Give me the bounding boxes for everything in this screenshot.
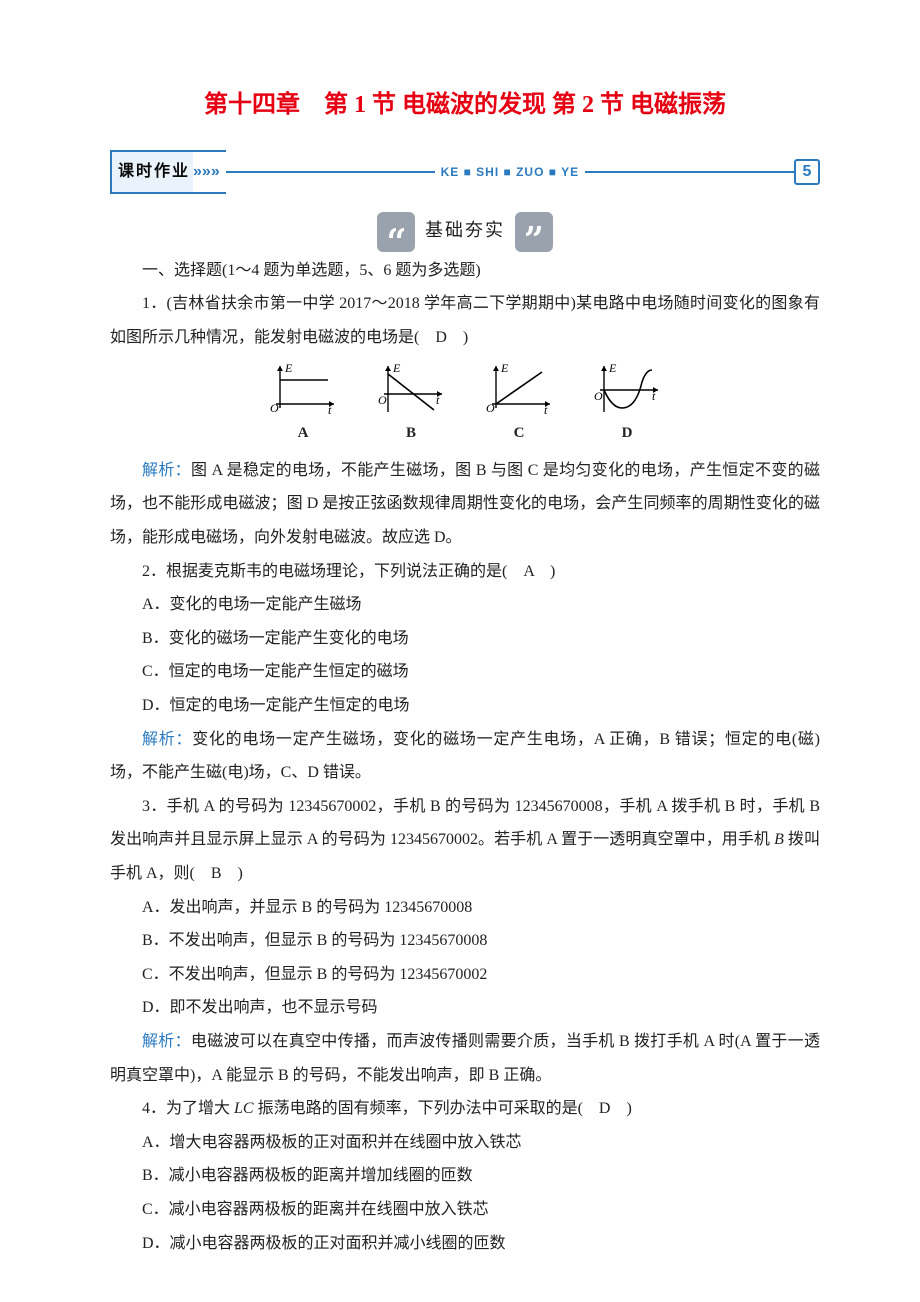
- q1-stem: 1．(吉林省扶余市第一中学 2017～2018 学年高二下学期期中)某电路中电场…: [110, 287, 820, 354]
- chart-b: E O t B: [376, 360, 446, 450]
- chart-c: E O t C: [484, 360, 554, 450]
- q4-stem-pre: 4．为了增大: [142, 1100, 234, 1117]
- banner-number: 5: [794, 159, 820, 185]
- q3-analysis-text: 电磁波可以在真空中传播，而声波传播则需要介质，当手机 B 拨打手机 A 时(A …: [110, 1033, 820, 1084]
- q2-stem: 2．根据麦克斯韦的电磁场理论，下列说法正确的是( A ): [110, 555, 820, 589]
- quote-right-icon: [515, 212, 553, 252]
- q3-stem-italic: B: [774, 831, 784, 848]
- analysis-label: 解析：: [142, 1033, 191, 1050]
- chart-b-caption: B: [376, 418, 446, 450]
- banner-line-right: [585, 171, 794, 173]
- analysis-label: 解析：: [142, 462, 191, 479]
- banner-mid-text: KE ■ SHI ■ ZUO ■ YE: [435, 160, 586, 185]
- q1-figures: E O t A E O t B: [110, 360, 820, 450]
- q4-a: A．增大电容器两极板的正对面积并在线圈中放入铁芯: [110, 1126, 820, 1160]
- q4-b: B．减小电容器两极板的距离并增加线圈的匝数: [110, 1159, 820, 1193]
- q4-c: C．减小电容器两极板的距离并在线圈中放入铁芯: [110, 1193, 820, 1227]
- svg-text:O: O: [486, 401, 495, 415]
- homework-banner: 课时作业 »»» KE ■ SHI ■ ZUO ■ YE 5: [110, 150, 820, 194]
- svg-text:E: E: [608, 361, 617, 375]
- chart-d: E O t D: [592, 360, 662, 450]
- svg-text:E: E: [392, 361, 401, 375]
- chart-a: E O t A: [268, 360, 338, 450]
- banner-line-left: [226, 171, 435, 173]
- q3-analysis: 解析：电磁波可以在真空中传播，而声波传播则需要介质，当手机 B 拨打手机 A 时…: [110, 1025, 820, 1092]
- q3-c: C．不发出响声，但显示 B 的号码为 12345670002: [110, 958, 820, 992]
- intro-line: 一、选择题(1～4 题为单选题，5、6 题为多选题): [110, 254, 820, 288]
- svg-text:O: O: [594, 389, 603, 403]
- q1-analysis-text: 图 A 是稳定的电场，不能产生磁场，图 B 与图 C 是均匀变化的电场，产生恒定…: [110, 462, 820, 546]
- quote-left-icon: [377, 212, 415, 252]
- q2-d: D．恒定的电场一定能产生恒定的电场: [110, 689, 820, 723]
- q3-a: A．发出响声，并显示 B 的号码为 12345670008: [110, 891, 820, 925]
- q4-stem-italic: LC: [234, 1100, 254, 1117]
- banner-label: 课时作业: [110, 150, 193, 194]
- svg-text:O: O: [270, 401, 279, 415]
- page: 第十四章 第 1 节 电磁波的发现 第 2 节 电磁振荡 课时作业 »»» KE…: [0, 0, 920, 1300]
- q2-c: C．恒定的电场一定能产生恒定的磁场: [110, 655, 820, 689]
- analysis-label: 解析：: [142, 731, 192, 748]
- q2-b: B．变化的磁场一定能产生变化的电场: [110, 622, 820, 656]
- q2-analysis: 解析：变化的电场一定产生磁场，变化的磁场一定产生电场，A 正确，B 错误；恒定的…: [110, 723, 820, 790]
- svg-text:E: E: [284, 361, 293, 375]
- q3-b: B．不发出响声，但显示 B 的号码为 12345670008: [110, 924, 820, 958]
- chapter-title: 第十四章 第 1 节 电磁波的发现 第 2 节 电磁振荡: [110, 80, 820, 130]
- q3-d: D．即不发出响声，也不显示号码: [110, 991, 820, 1025]
- section-label-text: 基础夯实: [423, 220, 507, 240]
- q2-a: A．变化的电场一定能产生磁场: [110, 588, 820, 622]
- q3-stem: 3．手机 A 的号码为 12345670002，手机 B 的号码为 123456…: [110, 790, 820, 891]
- svg-text:O: O: [378, 393, 387, 407]
- banner-mid: KE ■ SHI ■ ZUO ■ YE: [226, 160, 794, 185]
- q4-d: D．减小电容器两极板的正对面积并减小线圈的匝数: [110, 1227, 820, 1261]
- q4-stem: 4．为了增大 LC 振荡电路的固有频率，下列办法中可采取的是( D ): [110, 1092, 820, 1126]
- q4-stem-post: 振荡电路的固有频率，下列办法中可采取的是( D ): [254, 1100, 632, 1117]
- chart-c-caption: C: [484, 418, 554, 450]
- chart-a-caption: A: [268, 418, 338, 450]
- q3-stem-pre: 3．手机 A 的号码为 12345670002，手机 B 的号码为 123456…: [110, 798, 820, 849]
- q1-analysis: 解析：图 A 是稳定的电场，不能产生磁场，图 B 与图 C 是均匀变化的电场，产…: [110, 454, 820, 555]
- chart-d-caption: D: [592, 418, 662, 450]
- q2-analysis-text: 变化的电场一定产生磁场，变化的磁场一定产生电场，A 正确，B 错误；恒定的电(磁…: [110, 731, 820, 782]
- section-label: 基础夯实: [110, 212, 820, 252]
- svg-text:E: E: [500, 361, 509, 375]
- banner-chevron-icon: »»»: [193, 150, 226, 194]
